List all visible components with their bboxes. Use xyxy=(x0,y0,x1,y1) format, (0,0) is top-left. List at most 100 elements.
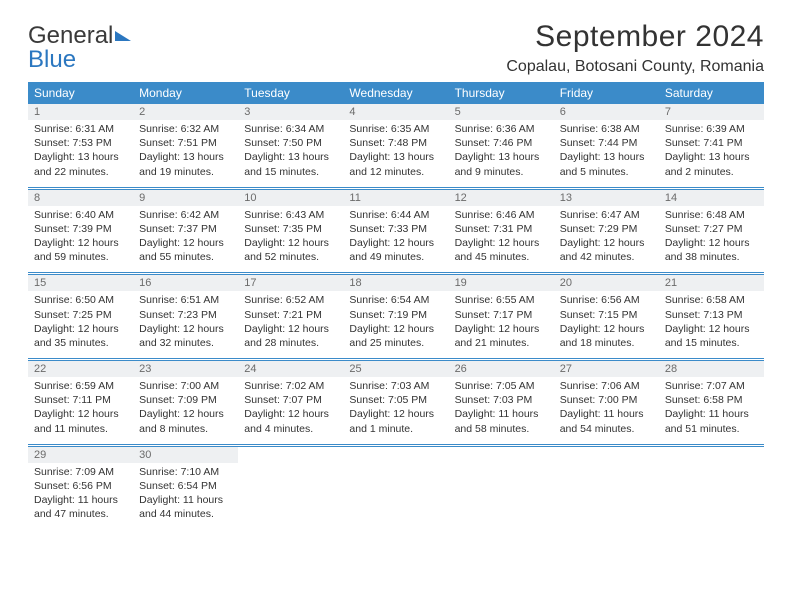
day-number: 29 xyxy=(28,446,133,463)
day-sr: Sunrise: 6:52 AM xyxy=(244,293,337,307)
day-d1: Daylight: 12 hours xyxy=(455,236,548,250)
day-number: 9 xyxy=(133,189,238,206)
day-number: 8 xyxy=(28,189,133,206)
day-d2: and 54 minutes. xyxy=(560,422,653,436)
day-d2: and 11 minutes. xyxy=(34,422,127,436)
page: General Blue September 2024 Copalau, Bot… xyxy=(0,0,792,549)
day-d2: and 45 minutes. xyxy=(455,250,548,264)
day-d2: and 35 minutes. xyxy=(34,336,127,350)
day-d2: and 49 minutes. xyxy=(349,250,442,264)
day-d1: Daylight: 11 hours xyxy=(560,407,653,421)
day-d2: and 22 minutes. xyxy=(34,165,127,179)
day-info: Sunrise: 6:50 AMSunset: 7:25 PMDaylight:… xyxy=(28,291,133,358)
day-number: 28 xyxy=(659,361,764,378)
day-info: Sunrise: 6:51 AMSunset: 7:23 PMDaylight:… xyxy=(133,291,238,358)
day-info: Sunrise: 7:07 AMSunset: 6:58 PMDaylight:… xyxy=(659,377,764,444)
day-d2: and 59 minutes. xyxy=(34,250,127,264)
day-sr: Sunrise: 6:47 AM xyxy=(560,208,653,222)
day-header: Tuesday xyxy=(238,82,343,104)
daynum-row: 1234567 xyxy=(28,104,764,120)
day-d2: and 12 minutes. xyxy=(349,165,442,179)
day-number: 24 xyxy=(238,361,343,378)
day-d2: and 2 minutes. xyxy=(665,165,758,179)
day-number: 22 xyxy=(28,361,133,378)
day-d1: Daylight: 12 hours xyxy=(349,236,442,250)
month-title: September 2024 xyxy=(506,20,764,54)
day-number: 16 xyxy=(133,275,238,292)
day-sr: Sunrise: 6:38 AM xyxy=(560,122,653,136)
day-d1: Daylight: 13 hours xyxy=(349,150,442,164)
day-header: Wednesday xyxy=(343,82,448,104)
day-d1: Daylight: 12 hours xyxy=(665,236,758,250)
day-sr: Sunrise: 7:10 AM xyxy=(139,465,232,479)
day-ss: Sunset: 7:27 PM xyxy=(665,222,758,236)
day-d2: and 44 minutes. xyxy=(139,507,232,521)
day-d2: and 55 minutes. xyxy=(139,250,232,264)
day-d1: Daylight: 12 hours xyxy=(349,407,442,421)
day-number: 7 xyxy=(659,104,764,120)
day-number: 1 xyxy=(28,104,133,120)
day-number: 6 xyxy=(554,104,659,120)
day-d1: Daylight: 12 hours xyxy=(34,407,127,421)
day-sr: Sunrise: 6:31 AM xyxy=(34,122,127,136)
day-ss: Sunset: 7:50 PM xyxy=(244,136,337,150)
day-number xyxy=(659,446,764,463)
logo-text: General Blue xyxy=(28,24,131,72)
day-sr: Sunrise: 6:56 AM xyxy=(560,293,653,307)
day-info: Sunrise: 7:09 AMSunset: 6:56 PMDaylight:… xyxy=(28,463,133,530)
day-d2: and 21 minutes. xyxy=(455,336,548,350)
day-ss: Sunset: 6:54 PM xyxy=(139,479,232,493)
day-header: Thursday xyxy=(449,82,554,104)
day-number: 23 xyxy=(133,361,238,378)
day-d2: and 5 minutes. xyxy=(560,165,653,179)
day-d1: Daylight: 13 hours xyxy=(560,150,653,164)
day-sr: Sunrise: 7:07 AM xyxy=(665,379,758,393)
day-d2: and 25 minutes. xyxy=(349,336,442,350)
day-sr: Sunrise: 6:59 AM xyxy=(34,379,127,393)
day-sr: Sunrise: 7:05 AM xyxy=(455,379,548,393)
day-d1: Daylight: 13 hours xyxy=(139,150,232,164)
day-d1: Daylight: 12 hours xyxy=(244,236,337,250)
day-d2: and 47 minutes. xyxy=(34,507,127,521)
day-sr: Sunrise: 6:42 AM xyxy=(139,208,232,222)
day-d2: and 58 minutes. xyxy=(455,422,548,436)
day-d1: Daylight: 12 hours xyxy=(455,322,548,336)
day-number: 26 xyxy=(449,361,554,378)
day-sr: Sunrise: 6:58 AM xyxy=(665,293,758,307)
info-row: Sunrise: 6:59 AMSunset: 7:11 PMDaylight:… xyxy=(28,377,764,444)
day-number xyxy=(554,446,659,463)
day-number: 30 xyxy=(133,446,238,463)
day-number: 20 xyxy=(554,275,659,292)
day-info: Sunrise: 6:54 AMSunset: 7:19 PMDaylight:… xyxy=(343,291,448,358)
logo-mark-icon xyxy=(115,31,131,41)
day-sr: Sunrise: 6:40 AM xyxy=(34,208,127,222)
day-sr: Sunrise: 6:50 AM xyxy=(34,293,127,307)
day-sr: Sunrise: 6:34 AM xyxy=(244,122,337,136)
day-info: Sunrise: 7:10 AMSunset: 6:54 PMDaylight:… xyxy=(133,463,238,530)
day-d2: and 28 minutes. xyxy=(244,336,337,350)
title-block: September 2024 Copalau, Botosani County,… xyxy=(506,20,764,76)
day-ss: Sunset: 6:56 PM xyxy=(34,479,127,493)
header: General Blue September 2024 Copalau, Bot… xyxy=(28,20,764,76)
day-ss: Sunset: 7:37 PM xyxy=(139,222,232,236)
day-header: Monday xyxy=(133,82,238,104)
day-info: Sunrise: 6:59 AMSunset: 7:11 PMDaylight:… xyxy=(28,377,133,444)
day-d2: and 1 minute. xyxy=(349,422,442,436)
day-info: Sunrise: 6:40 AMSunset: 7:39 PMDaylight:… xyxy=(28,206,133,273)
day-ss: Sunset: 7:13 PM xyxy=(665,308,758,322)
day-number: 11 xyxy=(343,189,448,206)
day-number: 5 xyxy=(449,104,554,120)
day-d1: Daylight: 13 hours xyxy=(34,150,127,164)
day-d1: Daylight: 12 hours xyxy=(560,322,653,336)
day-ss: Sunset: 7:03 PM xyxy=(455,393,548,407)
day-sr: Sunrise: 6:48 AM xyxy=(665,208,758,222)
day-sr: Sunrise: 6:32 AM xyxy=(139,122,232,136)
day-d2: and 38 minutes. xyxy=(665,250,758,264)
day-d1: Daylight: 12 hours xyxy=(139,236,232,250)
day-ss: Sunset: 7:09 PM xyxy=(139,393,232,407)
day-info: Sunrise: 6:48 AMSunset: 7:27 PMDaylight:… xyxy=(659,206,764,273)
day-number: 15 xyxy=(28,275,133,292)
day-header: Sunday xyxy=(28,82,133,104)
day-number: 10 xyxy=(238,189,343,206)
day-d2: and 32 minutes. xyxy=(139,336,232,350)
